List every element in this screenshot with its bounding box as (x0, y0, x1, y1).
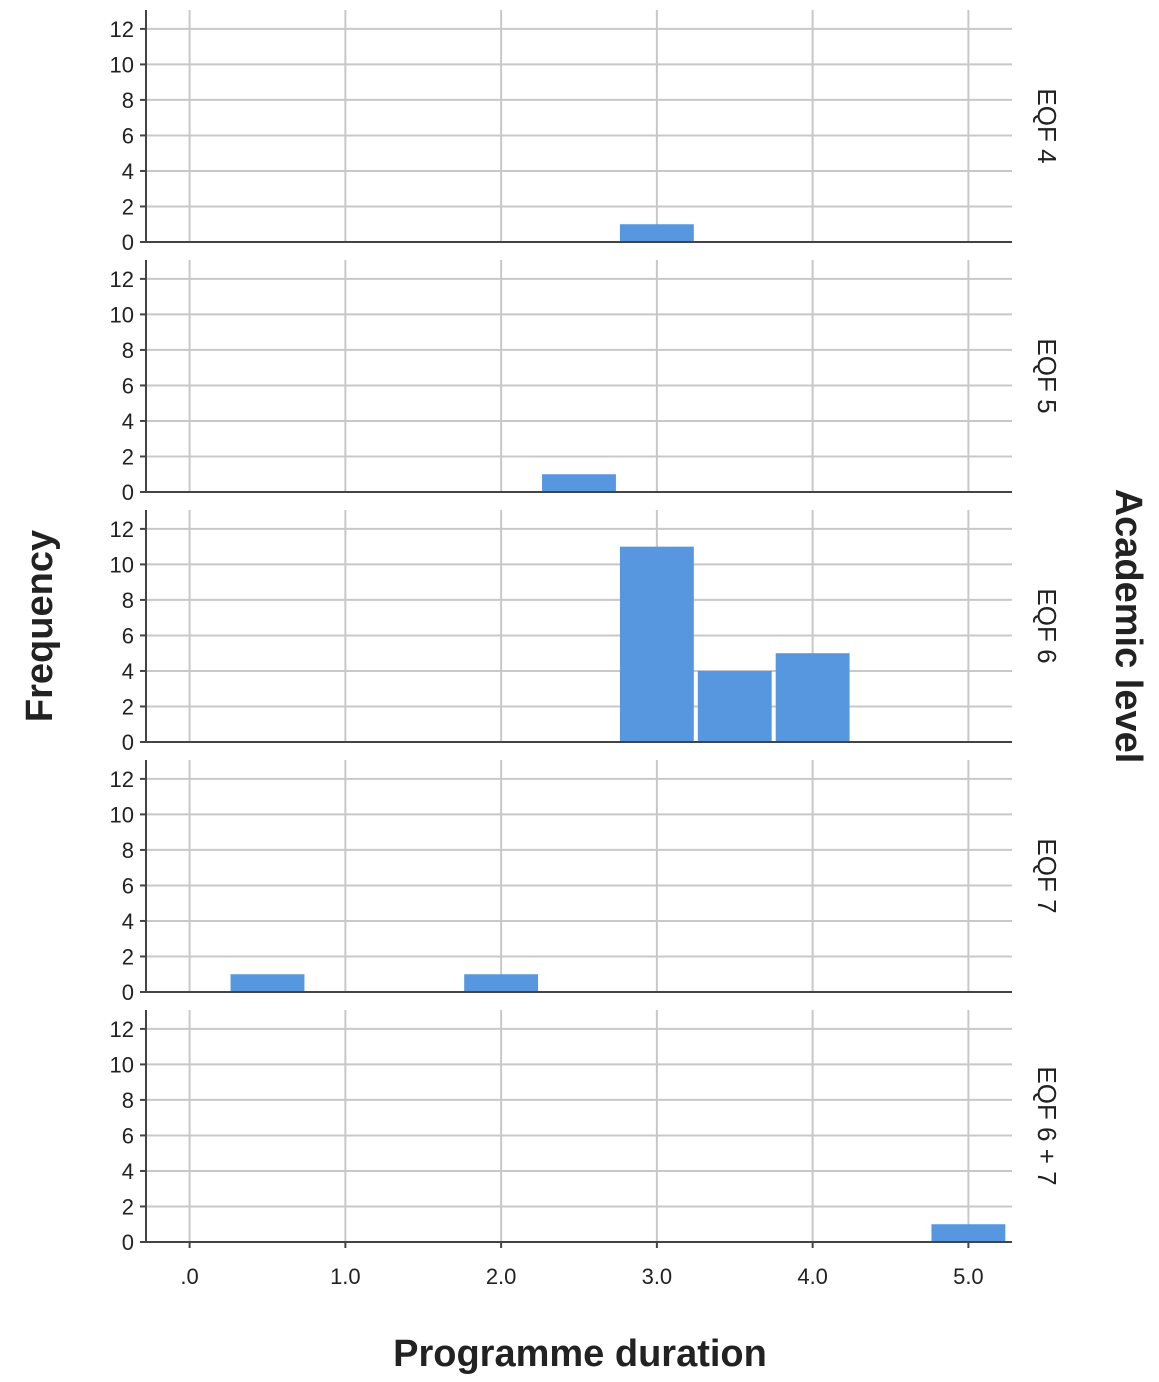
x-tick-label: 4.0 (797, 1264, 828, 1289)
panel-label: EQF 6 (1032, 588, 1062, 663)
panel-eqf-4: 0 2 4 6 8 10 12 EQF 4 (110, 10, 1062, 255)
panel-axis-title: Academic level (1107, 489, 1149, 764)
x-tick-label: 2.0 (486, 1264, 517, 1289)
y-tick-label: 6 (122, 1123, 134, 1148)
y-tick-label: 0 (122, 230, 134, 255)
y-tick-label: 8 (122, 838, 134, 863)
x-tick-label: 1.0 (330, 1264, 361, 1289)
y-tick-label: 2 (122, 444, 134, 469)
y-tick-label: 4 (122, 159, 134, 184)
y-tick-label: 10 (110, 302, 134, 327)
x-axis-title: Programme duration (393, 1333, 767, 1375)
y-tick-label: 10 (110, 52, 134, 77)
y-tick-label: 12 (110, 17, 134, 42)
y-tick-label: 2 (122, 1194, 134, 1219)
y-tick-label: 4 (122, 909, 134, 934)
panel-eqf-6: 0 2 4 6 8 10 12 EQF 6 (110, 510, 1062, 755)
y-tick-label: 12 (110, 517, 134, 542)
panel-label: EQF 5 (1032, 338, 1062, 413)
panel-label: EQF 7 (1032, 838, 1062, 913)
y-tick-label: 0 (122, 1230, 134, 1255)
histogram-bar (542, 474, 616, 492)
y-tick-label: 0 (122, 480, 134, 505)
y-tick-label: 12 (110, 267, 134, 292)
y-tick-label: 12 (110, 767, 134, 792)
panel-label: EQF 6 + 7 (1032, 1066, 1062, 1185)
y-tick-label: 8 (122, 588, 134, 613)
y-tick-label: 0 (122, 730, 134, 755)
y-tick-label: 4 (122, 409, 134, 434)
y-tick-label: 8 (122, 88, 134, 113)
y-tick-label: 10 (110, 802, 134, 827)
panel-eqf-6-7: 0 2 4 6 8 10 12 EQF 6 + 7 (110, 1010, 1062, 1255)
histogram-bar (619, 546, 694, 742)
histogram-bar (619, 224, 694, 242)
panel-label: EQF 4 (1032, 88, 1062, 163)
y-tick-label: 6 (122, 873, 134, 898)
y-tick-label: 2 (122, 194, 134, 219)
y-tick-label: 6 (122, 623, 134, 648)
histogram-bar (775, 653, 850, 742)
histogram-bar (464, 974, 539, 992)
x-tick-label: 5.0 (953, 1264, 984, 1289)
y-tick-label: 6 (122, 123, 134, 148)
y-tick-label: 10 (110, 1052, 134, 1077)
histogram-bar (230, 974, 305, 992)
x-tick-label: .0 (180, 1264, 198, 1289)
y-tick-label: 0 (122, 980, 134, 1005)
y-tick-label: 2 (122, 944, 134, 969)
y-tick-label: 4 (122, 1159, 134, 1184)
histogram-bar (931, 1224, 1006, 1242)
y-tick-label: 8 (122, 1088, 134, 1113)
histogram-bar (697, 670, 772, 742)
y-tick-label: 6 (122, 373, 134, 398)
panel-eqf-7: 0 2 4 6 8 10 12 EQF 7 (110, 760, 1062, 1005)
y-axis-title: Frequency (19, 530, 61, 722)
y-tick-label: 4 (122, 659, 134, 684)
panel-eqf-5: 0 2 4 6 8 10 12 EQF 5 (110, 260, 1062, 505)
y-tick-label: 10 (110, 552, 134, 577)
y-tick-label: 12 (110, 1017, 134, 1042)
x-tick-label: 3.0 (642, 1264, 673, 1289)
y-tick-label: 8 (122, 338, 134, 363)
y-tick-label: 2 (122, 694, 134, 719)
